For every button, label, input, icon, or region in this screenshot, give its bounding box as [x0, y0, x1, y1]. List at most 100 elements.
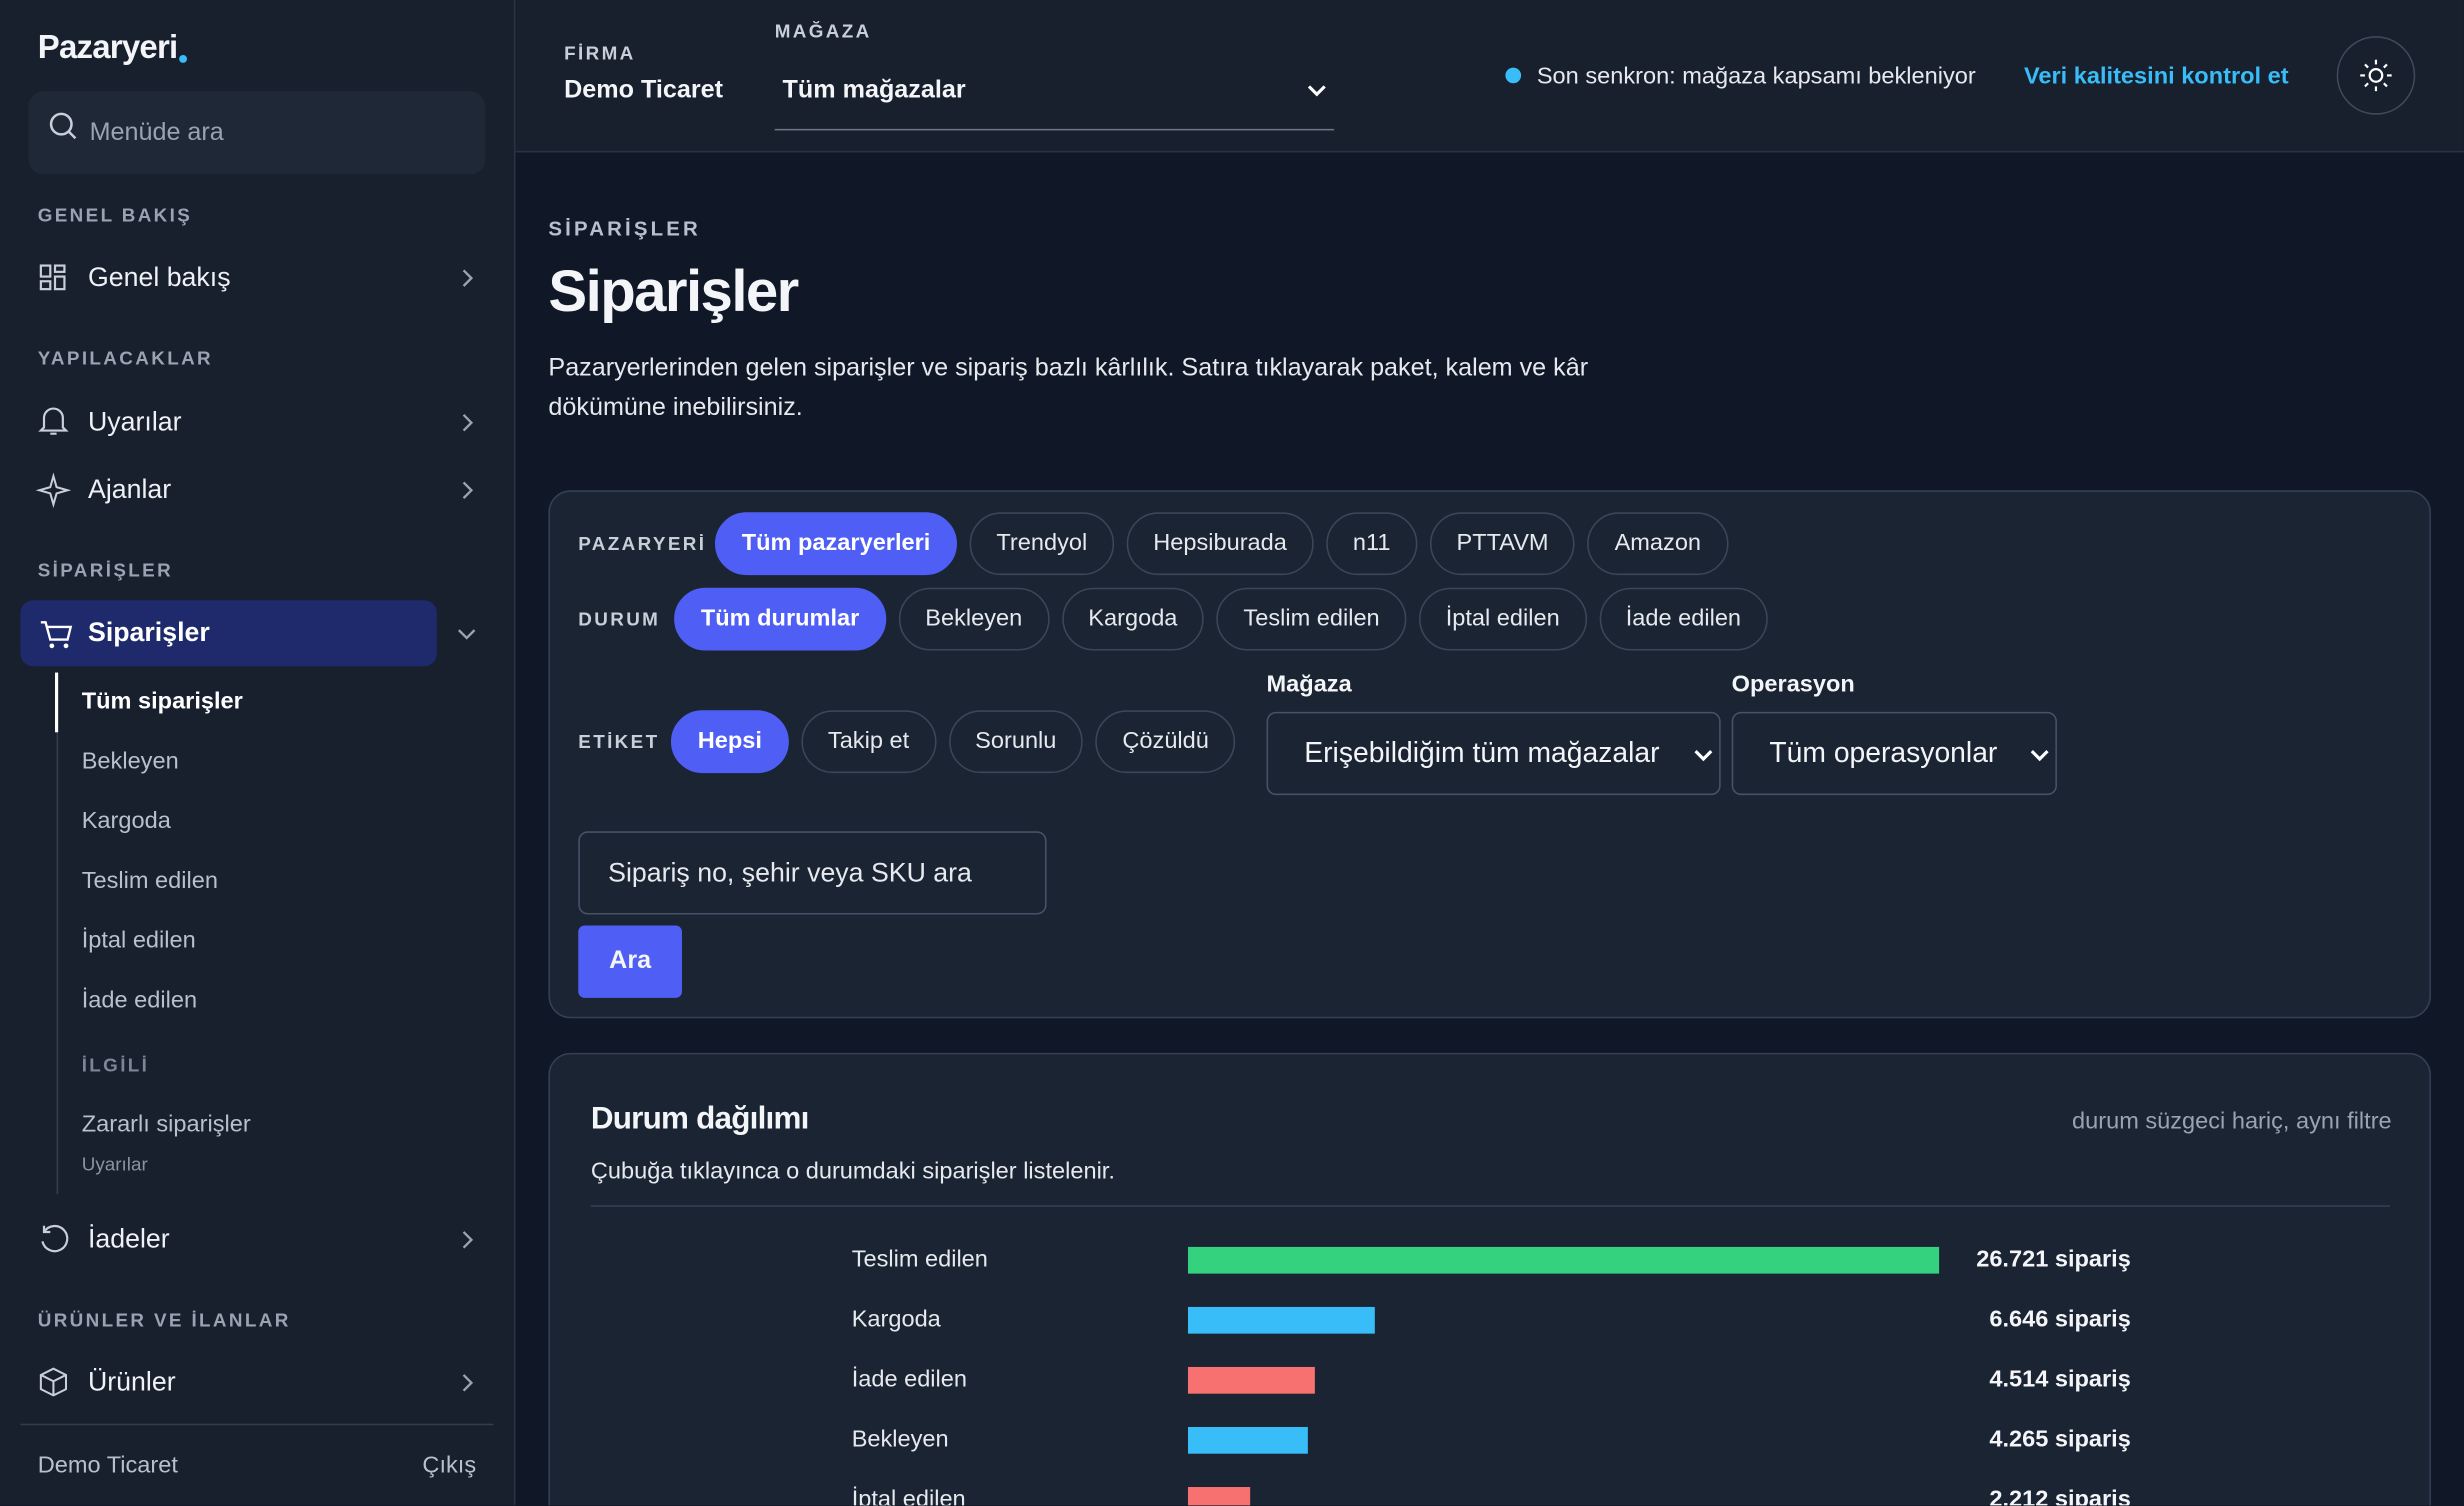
bar[interactable] [1187, 1426, 1308, 1454]
chevron-down [458, 629, 476, 640]
filter-chip[interactable]: Trendyol [969, 512, 1114, 576]
sidebar: Pazaryeri Menüde ara GENEL BAKIŞ Genel b… [0, 0, 516, 1506]
order-search-placeholder: Sipariş no, şehir veya SKU ara [608, 857, 972, 888]
filter-chip[interactable]: Amazon [1587, 512, 1728, 576]
filter-chip[interactable]: Kargoda [1061, 587, 1205, 651]
nav-item[interactable]: Uyarılar [87, 406, 182, 437]
sun-icon [2360, 59, 2392, 92]
bar[interactable] [1187, 1246, 1940, 1274]
nav-item[interactable]: Ürünler [87, 1367, 176, 1397]
chevron [462, 414, 474, 432]
operation-filter-label: Operasyon [1731, 670, 1855, 698]
value-label: 4.514 sipariş [1989, 1366, 2130, 1392]
nav-item[interactable]: İadeler [87, 1224, 170, 1254]
nav-item[interactable]: Genel bakış [87, 262, 231, 293]
operation-filter-select[interactable]: Tüm operasyonlar [1731, 711, 2057, 796]
submenu-item[interactable]: Teslim edilen [81, 867, 218, 895]
submenu-item[interactable]: İade edilen [81, 986, 198, 1014]
bar[interactable] [1187, 1487, 1251, 1506]
chevron-down [2030, 750, 2049, 762]
store-label: MAĞAZA [774, 20, 872, 43]
bar[interactable] [1187, 1306, 1375, 1334]
related-title: İLGİLİ [81, 1054, 150, 1077]
filter-chip[interactable]: Tüm durumlar [674, 587, 887, 651]
filter-chip[interactable]: Teslim edilen [1216, 587, 1407, 651]
page-description: Pazaryerlerinden gelen siparişler ve sip… [548, 355, 1589, 422]
chevron [462, 269, 474, 287]
submenu-item[interactable]: Zararlı siparişler [81, 1110, 251, 1138]
quality-link[interactable]: Veri kalitesini kontrol et [2023, 62, 2289, 90]
chart-note: durum süzgeci hariç, aynı filtre [2072, 1107, 2392, 1135]
filter-chip[interactable]: Sorunlu [948, 710, 1084, 774]
filter-panel: PAZARYERİ Tüm pazaryerleri Trendyol Hepsibu… [548, 490, 2431, 1019]
section-title: SİPARİŞLER [37, 559, 174, 582]
filter-chip[interactable]: Çözüldü [1095, 710, 1236, 774]
store-filter-label: Mağaza [1266, 670, 1352, 698]
submenu-item[interactable]: Bekleyen [81, 747, 179, 775]
filter-chip[interactable]: Hepsiburada [1126, 512, 1314, 576]
store-filter-value: Erişebildiğim tüm mağazalar [1304, 736, 1660, 769]
bar-label: Bekleyen [852, 1426, 949, 1452]
store-select[interactable]: Tüm mağazalar [774, 63, 1335, 131]
grid-icon [39, 264, 66, 291]
bar-label: Teslim edilen [852, 1245, 988, 1271]
divider [590, 1205, 2391, 1207]
sync-dot [1505, 67, 1522, 84]
value-label: 4.265 sipariş [1989, 1426, 2130, 1452]
logout[interactable]: Çıkış [422, 1451, 477, 1479]
submenu-item[interactable]: Tüm siparişler [81, 688, 243, 715]
order-search[interactable]: Sipariş no, şehir veya SKU ara [578, 831, 1047, 915]
box-icon [39, 1367, 68, 1397]
section-title: YAPILACAKLAR [37, 347, 214, 370]
page-title: Siparişler [548, 259, 799, 324]
chart-title: Durum dağılımı [590, 1101, 810, 1137]
search-icon [49, 112, 77, 140]
chevron [462, 1231, 474, 1249]
value-label: 2.212 sipariş [1989, 1486, 2130, 1506]
operation-filter-value: Tüm operasyonlar [1769, 736, 1998, 769]
bar[interactable] [1187, 1366, 1315, 1394]
section-title: ÜRÜNLER VE İLANLAR [37, 1308, 291, 1331]
value-label: 6.646 sipariş [1989, 1306, 2130, 1332]
status-chart: Teslim edilen 26.721 sipariş Kargoda 6.646 … [852, 1245, 2131, 1506]
submenu-rail [56, 672, 59, 1195]
returns-icon [41, 1224, 69, 1253]
submenu-active-rail [54, 672, 59, 733]
submenu-item[interactable]: Kargoda [81, 807, 171, 835]
chip-group: Tüm durumlar Bekleyen Kargoda Teslim edilen… [674, 587, 1768, 651]
filter-label: PAZARYERİ [578, 532, 707, 555]
divider [20, 1423, 494, 1426]
menu-search-placeholder: Menüde ara [89, 119, 224, 147]
eyebrow: SİPARİŞLER [548, 216, 701, 241]
brand[interactable]: Pazaryeri [37, 29, 178, 66]
filter-chip[interactable]: İptal edilen [1418, 587, 1587, 651]
theme-toggle[interactable] [2336, 36, 2416, 115]
search-button[interactable]: Ara [578, 925, 682, 998]
filter-label: DURUM [578, 608, 661, 631]
filter-chip[interactable]: Bekleyen [898, 587, 1050, 651]
filter-chip[interactable]: Tüm pazaryerleri [714, 512, 958, 576]
sync-status: Son senkron: mağaza kapsamı bekleniyor [1536, 62, 1976, 90]
chip-group: Hepsi Takip et Sorunlu Çözüldü [670, 710, 1236, 774]
filter-chip[interactable]: PTTAVM [1429, 512, 1576, 576]
filter-chip[interactable]: Hepsi [670, 710, 789, 774]
filter-chip[interactable]: İade edilen [1598, 587, 1768, 651]
submenu-item[interactable]: İptal edilen [81, 927, 196, 954]
nav-item-label: Siparişler [87, 617, 210, 648]
bell-icon [38, 407, 69, 435]
nav-item-active[interactable]: Siparişler [20, 600, 437, 667]
cart-icon [40, 621, 73, 649]
section-title: GENEL BAKIŞ [37, 204, 193, 227]
brand-dot [179, 54, 187, 63]
nav-item[interactable]: Ajanlar [87, 474, 172, 505]
filter-chip[interactable]: Takip et [801, 710, 936, 774]
chart-panel: Durum dağılımı durum süzgeci hariç, aynı… [548, 1052, 2431, 1506]
filter-chip[interactable]: n11 [1326, 512, 1418, 576]
menu-search[interactable]: Menüde ara [28, 91, 486, 175]
value-label: 26.721 sipariş [1976, 1245, 2131, 1271]
store-filter-select[interactable]: Erişebildiğim tüm mağazalar [1266, 711, 1721, 796]
firm-name: Demo Ticaret [564, 76, 723, 104]
